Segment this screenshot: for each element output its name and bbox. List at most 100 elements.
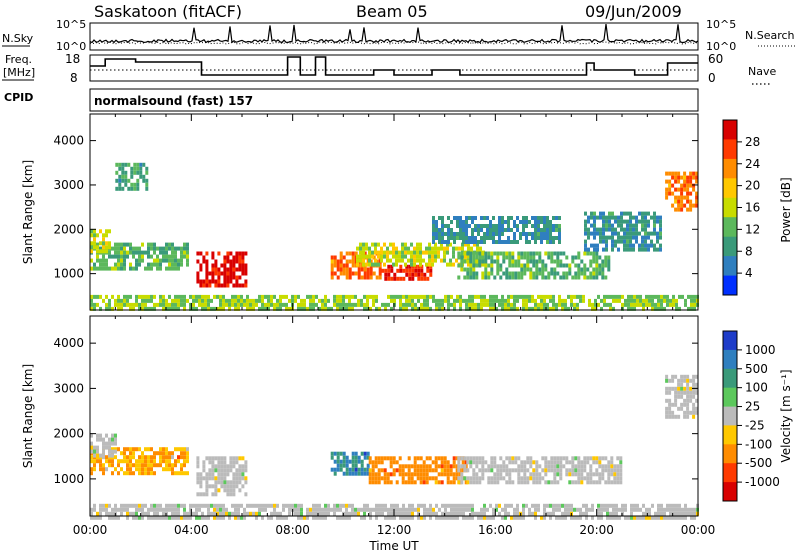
heatmap-cell xyxy=(390,515,393,520)
heatmap-cell xyxy=(463,267,467,272)
heatmap-cell xyxy=(117,294,120,299)
heatmap-cell xyxy=(126,511,129,516)
heatmap-cell xyxy=(435,236,438,240)
heatmap-cell xyxy=(598,464,602,469)
heatmap-cell xyxy=(126,471,129,476)
heatmap-cell xyxy=(462,298,465,303)
heatmap-cell xyxy=(587,231,590,236)
heatmap-cell xyxy=(270,515,273,520)
heatmap-cell xyxy=(489,294,492,299)
heatmap-cell xyxy=(258,507,261,512)
heatmap-cell xyxy=(306,511,309,516)
heatmap-cell xyxy=(621,294,624,299)
heatmap-cell xyxy=(241,267,245,272)
heatmap-cell xyxy=(452,480,456,485)
heatmap-cell xyxy=(141,471,144,476)
heatmap-cell xyxy=(608,215,611,220)
heatmap-cell xyxy=(208,283,212,288)
heatmap-cell xyxy=(648,515,651,520)
heatmap-cell xyxy=(513,220,516,224)
heatmap-cell xyxy=(196,259,200,264)
heatmap-cell xyxy=(171,254,174,259)
heatmap-cell xyxy=(441,228,444,232)
heatmap-cell xyxy=(434,460,438,465)
heatmap-cell xyxy=(492,294,495,299)
heatmap-cell xyxy=(450,236,453,240)
heatmap-cell xyxy=(339,302,342,307)
heatmap-cell xyxy=(270,294,273,299)
heatmap-cell xyxy=(672,515,675,520)
heatmap-cell xyxy=(235,480,239,485)
heatmap-cell xyxy=(499,476,503,481)
heatmap-cell xyxy=(534,306,537,311)
heatmap-cell xyxy=(402,507,405,512)
heatmap-cell xyxy=(475,456,479,461)
heatmap-cell xyxy=(133,182,137,187)
heatmap-cell xyxy=(99,262,102,267)
heatmap-cell xyxy=(117,463,120,468)
heatmap-cell xyxy=(553,275,557,280)
heatmap-cell xyxy=(243,511,246,516)
heatmap-cell xyxy=(365,262,368,267)
heatmap-cell xyxy=(678,507,681,512)
heatmap-cell xyxy=(183,294,186,299)
heatmap-cell xyxy=(174,459,177,464)
heatmap-cell xyxy=(387,268,391,273)
heatmap-cell xyxy=(441,503,444,508)
heatmap-cell xyxy=(597,302,600,307)
heatmap-cell xyxy=(392,246,395,251)
heatmap-cell xyxy=(255,503,258,508)
heatmap-cell xyxy=(408,294,411,299)
heatmap-cell xyxy=(534,507,537,512)
heatmap-cell xyxy=(541,275,545,280)
heatmap-cell xyxy=(402,276,406,281)
heatmap-cell xyxy=(534,511,537,516)
heatmap-cell xyxy=(226,271,230,276)
heatmap-cell xyxy=(150,471,153,476)
heatmap-cell xyxy=(345,263,349,268)
heatmap-cell xyxy=(639,298,642,303)
heatmap-cell xyxy=(413,254,416,259)
heatmap-cell xyxy=(626,231,629,236)
heatmap-cell xyxy=(641,243,644,248)
heatmap-cell xyxy=(672,511,675,516)
heatmap-cell xyxy=(576,294,579,299)
heatmap-cell xyxy=(671,183,675,188)
heatmap-cell xyxy=(354,463,358,468)
heatmap-cell xyxy=(615,507,618,512)
heatmap-cell xyxy=(327,306,330,311)
heatmap-cell xyxy=(552,511,555,516)
heatmap-cell xyxy=(455,464,459,469)
heatmap-cell xyxy=(126,503,129,508)
heatmap-cell xyxy=(165,246,168,251)
heatmap-cell xyxy=(165,266,168,271)
heatmap-cell xyxy=(111,449,114,454)
heatmap-cell xyxy=(366,275,370,280)
heatmap-cell xyxy=(465,220,468,224)
heatmap-cell xyxy=(689,183,693,188)
heatmap-cell xyxy=(220,472,224,477)
heatmap-cell xyxy=(441,232,444,236)
heatmap-cell xyxy=(389,472,393,477)
heatmap-cell xyxy=(96,245,99,250)
heatmap-cell xyxy=(532,468,536,473)
heatmap-cell xyxy=(438,228,441,232)
heatmap-cell xyxy=(493,464,497,469)
heatmap-cell xyxy=(159,503,162,508)
heatmap-cell xyxy=(276,503,279,508)
heatmap-cell xyxy=(690,294,693,299)
heatmap-cell xyxy=(481,275,485,280)
heatmap-cell xyxy=(434,480,438,485)
heatmap-cell xyxy=(668,183,672,188)
heatmap-cell xyxy=(535,472,539,477)
heatmap-cell xyxy=(318,507,321,512)
heatmap-cell xyxy=(229,267,233,272)
heatmap-cell xyxy=(354,251,358,256)
heatmap-cell xyxy=(381,503,384,508)
heatmap-cell xyxy=(368,476,372,481)
heatmap-cell xyxy=(526,456,530,461)
heatmap-cell xyxy=(516,294,519,299)
heatmap-cell xyxy=(687,507,690,512)
heatmap-cell xyxy=(456,511,459,516)
heatmap-cell xyxy=(490,271,494,276)
